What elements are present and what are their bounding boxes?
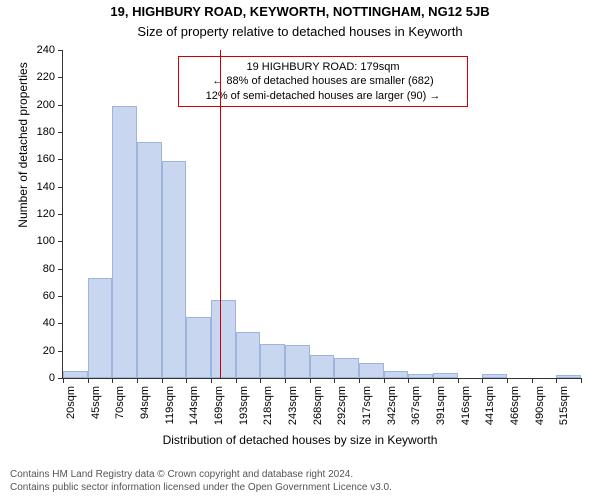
x-tick [482, 378, 483, 383]
y-tick-label: 120 [37, 208, 63, 220]
histogram-bar [88, 278, 113, 378]
y-tick-label: 100 [37, 235, 63, 247]
x-tick [236, 378, 237, 383]
y-tick-label: 240 [37, 44, 63, 56]
x-tick [137, 378, 138, 383]
histogram-bar [359, 363, 384, 378]
histogram-bar [112, 106, 137, 378]
annotation-line: 19 HIGHBURY ROAD: 179sqm [187, 60, 459, 74]
x-tick-label: 317sqm [361, 386, 373, 425]
y-tick-label: 180 [37, 126, 63, 138]
y-tick-label: 160 [37, 153, 63, 165]
histogram-bar [556, 375, 581, 378]
x-tick [310, 378, 311, 383]
x-tick-label: 466sqm [509, 386, 521, 425]
x-tick [408, 378, 409, 383]
y-tick-label: 140 [37, 181, 63, 193]
x-tick [88, 378, 89, 383]
x-tick-label: 243sqm [287, 386, 299, 425]
y-tick-label: 0 [49, 372, 63, 384]
y-axis-label: Number of detached properties [16, 0, 30, 309]
chart-subtitle: Size of property relative to detached ho… [0, 24, 600, 39]
histogram-bar [285, 345, 310, 378]
x-tick-label: 45sqm [90, 386, 102, 419]
x-tick-label: 391sqm [435, 386, 447, 425]
annotation-line: 12% of semi-detached houses are larger (… [187, 89, 459, 103]
x-tick [507, 378, 508, 383]
x-tick-label: 169sqm [213, 386, 225, 425]
histogram-bar [63, 371, 88, 378]
x-tick-label: 515sqm [558, 386, 570, 425]
x-tick [186, 378, 187, 383]
reference-line [220, 50, 221, 378]
chart-container: 19, HIGHBURY ROAD, KEYWORTH, NOTTINGHAM,… [0, 0, 600, 500]
histogram-bar [137, 142, 162, 378]
y-tick-label: 60 [43, 290, 63, 302]
x-axis-label: Distribution of detached houses by size … [0, 433, 600, 447]
histogram-bar [310, 355, 335, 378]
x-tick-label: 367sqm [410, 386, 422, 425]
histogram-bar [482, 374, 507, 378]
x-tick [359, 378, 360, 383]
x-tick [63, 378, 64, 383]
y-tick-label: 20 [43, 345, 63, 357]
x-tick [334, 378, 335, 383]
y-tick-label: 40 [43, 317, 63, 329]
x-tick [556, 378, 557, 383]
reference-annotation: 19 HIGHBURY ROAD: 179sqm← 88% of detache… [178, 56, 468, 107]
x-tick-label: 119sqm [164, 386, 176, 424]
plot-area: 19 HIGHBURY ROAD: 179sqm← 88% of detache… [62, 50, 581, 379]
x-tick [162, 378, 163, 383]
x-tick [384, 378, 385, 383]
histogram-bar [408, 374, 433, 378]
x-tick-label: 268sqm [312, 386, 324, 425]
x-tick [433, 378, 434, 383]
y-tick-label: 220 [37, 71, 63, 83]
x-tick [112, 378, 113, 383]
histogram-bar [433, 373, 458, 378]
histogram-bar [162, 161, 187, 378]
x-tick-label: 218sqm [262, 386, 274, 425]
y-tick-label: 80 [43, 263, 63, 275]
x-tick-label: 416sqm [460, 386, 472, 425]
x-tick [260, 378, 261, 383]
x-tick-label: 94sqm [139, 386, 151, 419]
x-tick-label: 342sqm [386, 386, 398, 425]
histogram-bar [334, 358, 359, 379]
x-tick-label: 441sqm [484, 386, 496, 425]
histogram-bar [384, 371, 409, 378]
copyright-text: Contains HM Land Registry data © Crown c… [10, 469, 392, 494]
x-tick-label: 20sqm [65, 386, 77, 419]
x-tick [532, 378, 533, 383]
x-tick [285, 378, 286, 383]
histogram-bar [186, 317, 211, 379]
x-tick-label: 490sqm [534, 386, 546, 425]
histogram-bar [236, 332, 261, 378]
x-tick-label: 144sqm [188, 386, 200, 425]
x-tick [458, 378, 459, 383]
y-tick-label: 200 [37, 99, 63, 111]
histogram-bar [211, 300, 236, 378]
x-tick-label: 292sqm [336, 386, 348, 425]
annotation-line: ← 88% of detached houses are smaller (68… [187, 74, 459, 88]
copyright-line: Contains public sector information licen… [10, 482, 392, 495]
x-tick-label: 70sqm [114, 386, 126, 419]
x-tick-label: 193sqm [238, 386, 250, 425]
copyright-line: Contains HM Land Registry data © Crown c… [10, 469, 392, 482]
chart-title: 19, HIGHBURY ROAD, KEYWORTH, NOTTINGHAM,… [0, 4, 600, 19]
histogram-bar [260, 344, 285, 378]
x-tick [581, 378, 582, 383]
x-tick [211, 378, 212, 383]
